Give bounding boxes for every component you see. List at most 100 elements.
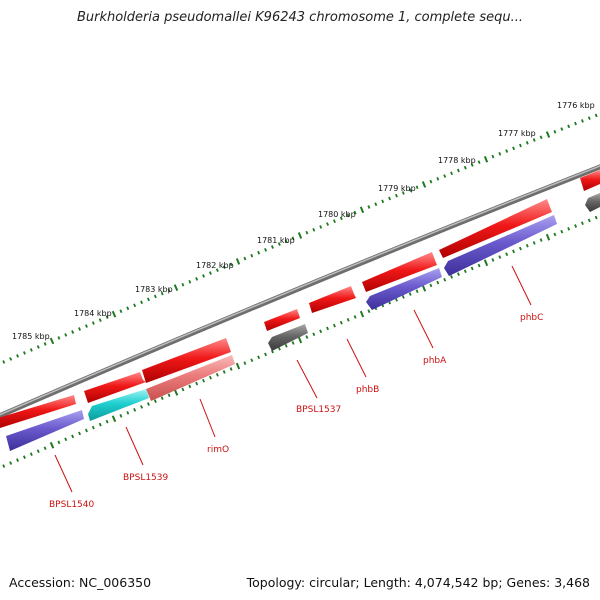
scale-tick (477, 160, 481, 164)
gene-feature[interactable] (585, 193, 600, 212)
inner-scale-tick (312, 332, 316, 337)
leader-line (511, 265, 532, 306)
scale-tick (270, 245, 274, 249)
scale-tick (291, 236, 295, 241)
inner-scale-tick (208, 375, 212, 380)
leader-line (296, 359, 318, 399)
inner-scale-tick (126, 411, 130, 415)
gene-feature[interactable] (366, 268, 442, 310)
scale-tick (594, 113, 598, 118)
leader-line (54, 454, 73, 493)
gene-feature[interactable] (444, 215, 557, 276)
inner-scale-tick (36, 449, 40, 454)
gene-feature[interactable] (268, 324, 308, 351)
scale-tick (16, 354, 20, 358)
scale-tick (71, 330, 75, 334)
scale-tick (532, 138, 536, 142)
scale-tick (84, 324, 88, 328)
label-leaders (54, 265, 532, 493)
inner-scale-tick (140, 405, 144, 409)
leader-line (413, 309, 434, 349)
inner-scale-tick (553, 232, 557, 237)
gene-feature[interactable] (142, 338, 231, 383)
tick-label: 1784 kbp (74, 309, 112, 318)
inner-scale-tick (291, 341, 295, 345)
scale-tick (312, 227, 316, 232)
scale-tick (49, 337, 55, 345)
inner-scale-tick (525, 243, 529, 248)
chromosome-backbone-highlight (0, 165, 600, 416)
gene-label[interactable]: phbC (520, 313, 543, 323)
scale-tick (326, 222, 330, 226)
inner-scale-tick (173, 388, 179, 396)
gene-feature[interactable] (580, 170, 600, 191)
scale-tick (98, 318, 102, 322)
inner-scale-tick (98, 422, 102, 427)
inner-scale-tick (326, 326, 330, 331)
inner-scale-tick (353, 315, 357, 319)
gene-feature[interactable] (362, 252, 437, 292)
scale-tick (146, 297, 150, 302)
inner-scale-tick (9, 461, 13, 465)
scale-tick (429, 179, 433, 184)
inner-scale-tick (580, 221, 584, 226)
scale-tick (394, 193, 398, 198)
scale-tick (421, 181, 427, 188)
inner-scale-tick (456, 272, 460, 276)
gene-feature[interactable] (0, 395, 76, 428)
scale-tick (408, 188, 412, 192)
inner-scale-tick (408, 292, 412, 296)
inner-scale-tick (71, 434, 75, 439)
gene-feature[interactable] (6, 410, 84, 451)
inner-scale-tick (64, 437, 68, 442)
scale-tick (353, 210, 357, 215)
inner-scale-tick (594, 215, 598, 220)
gene-feature[interactable] (146, 355, 235, 401)
scale-tick (456, 168, 460, 173)
gene-label[interactable]: phbB (356, 385, 379, 395)
gene-feature[interactable] (84, 372, 146, 403)
gene-label[interactable]: BPSL1537 (296, 405, 341, 415)
scale-tick (160, 291, 164, 296)
scale-tick (339, 216, 343, 221)
gene-feature[interactable] (439, 199, 552, 258)
gene-labels: BPSL1540 BPSL1539 rimO BPSL1537 phbB phb… (49, 313, 543, 510)
scale-tick (119, 309, 123, 314)
inner-scale-tick (202, 378, 206, 383)
gene-feature[interactable] (264, 309, 300, 331)
scale-tick (470, 163, 474, 167)
gene-label[interactable]: BPSL1539 (123, 473, 169, 483)
scale-tick (450, 171, 454, 176)
scale-tick (222, 265, 226, 270)
inner-scale-tick (153, 399, 157, 403)
scale-tick (91, 321, 95, 325)
tick-label: 1781 kbp (257, 236, 295, 245)
gene-feature[interactable] (309, 286, 356, 313)
scale-tick (319, 225, 323, 229)
tick-label: 1785 kbp (12, 332, 50, 341)
inner-scale-tick (2, 464, 6, 468)
tick-label: 1779 kbp (378, 184, 416, 193)
inner-scale-tick (359, 310, 365, 318)
tick-label: 1778 kbp (438, 156, 476, 165)
inner-scale-tick (91, 425, 95, 430)
scale-tick (491, 154, 495, 159)
inner-scale-tick (215, 372, 219, 377)
scale-tick (9, 357, 13, 361)
inner-scale-tick (339, 320, 343, 325)
scale-tick (133, 303, 137, 308)
scale-tick (284, 239, 288, 244)
gene-label[interactable]: rimO (207, 445, 229, 455)
scale-tick (202, 274, 206, 278)
scale-tick (381, 199, 385, 204)
gene-label[interactable]: BPSL1540 (49, 500, 95, 510)
gene-feature[interactable] (88, 389, 149, 421)
gene-label[interactable]: phbA (423, 356, 447, 366)
inner-scale-tick (229, 367, 233, 371)
inner-scale-ring (2, 215, 598, 468)
tick-label: 1777 kbp (498, 129, 536, 138)
inner-scale-tick (181, 387, 185, 392)
scale-tick (297, 232, 303, 239)
inner-scale-tick (394, 297, 398, 302)
